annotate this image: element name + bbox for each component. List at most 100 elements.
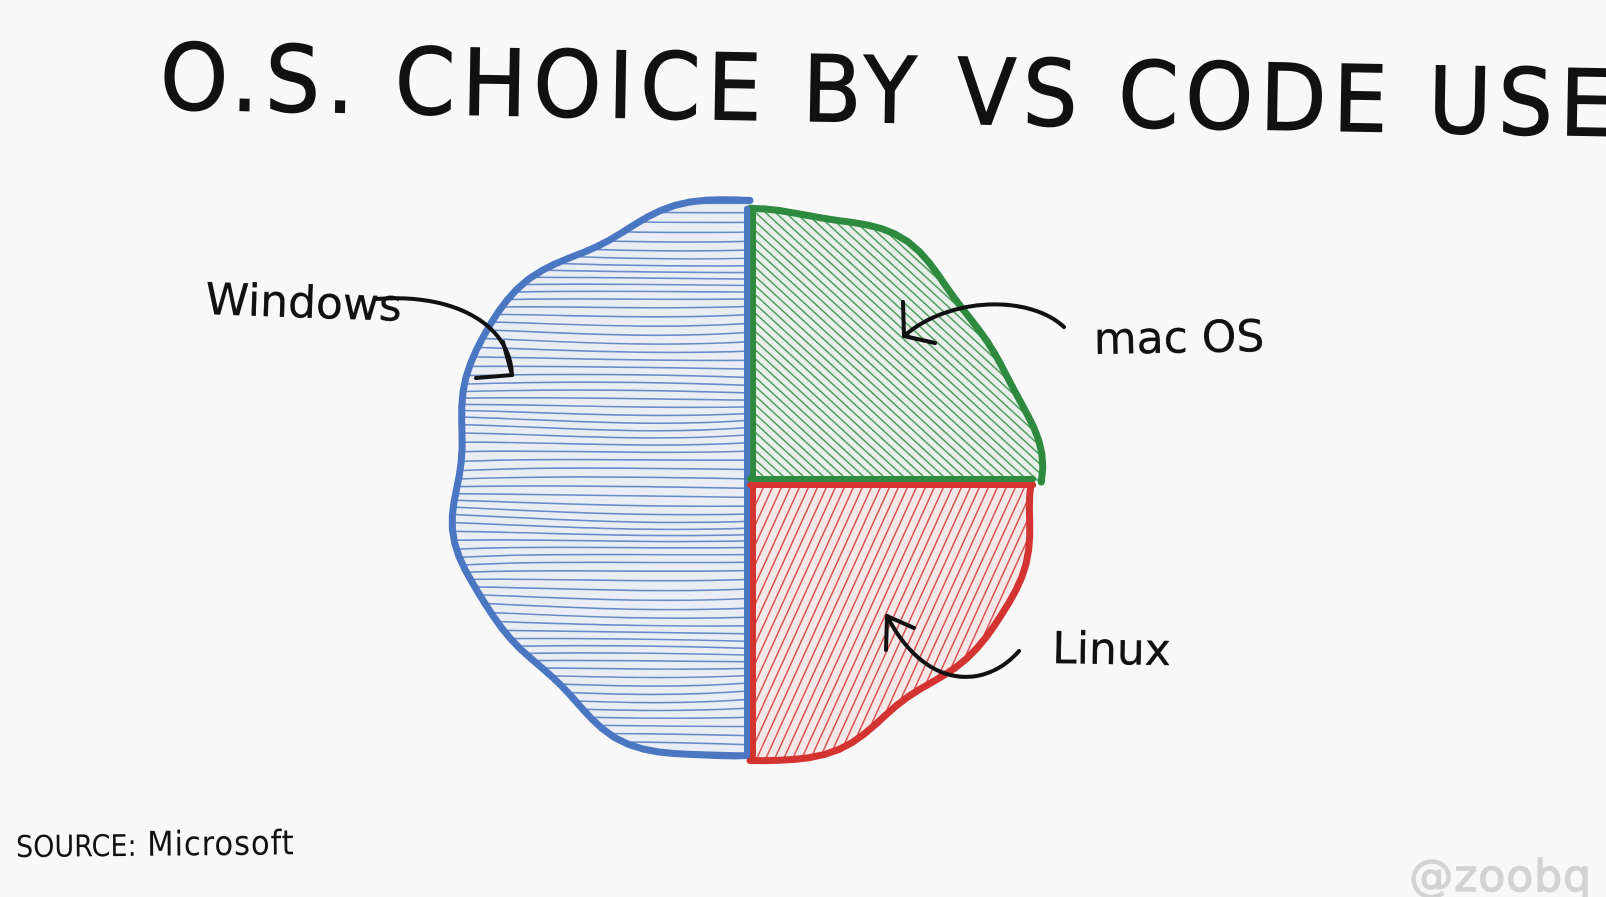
hatch-line-mac-os xyxy=(750,208,881,482)
hatch-line-mac-os xyxy=(750,208,1043,482)
hatch-line-linux xyxy=(836,482,993,761)
hatch-line-linux xyxy=(750,482,903,761)
hatch-line-windows xyxy=(452,320,750,327)
hatch-line-linux xyxy=(750,482,849,761)
hatch-line-windows xyxy=(452,313,750,318)
hatch-line-windows xyxy=(400,764,760,769)
hatch-line-windows xyxy=(452,546,750,554)
hatch-line-linux xyxy=(1107,440,1262,780)
hatch-line-windows xyxy=(452,381,750,387)
hatch-line-windows xyxy=(452,520,750,531)
hatch-line-windows xyxy=(452,409,750,417)
source-note: SOURCE: Microsoft xyxy=(16,823,295,866)
hatch-line-windows xyxy=(452,345,750,354)
hatch-line-mac-os xyxy=(750,208,871,482)
hatch-line-mac-os xyxy=(750,208,991,482)
hatch-line-windows xyxy=(452,283,750,291)
hatch-line-linux xyxy=(773,482,930,761)
hatch-line-windows xyxy=(452,607,750,619)
hatch-line-mac-os xyxy=(750,208,941,482)
hatch-line-windows xyxy=(452,569,750,578)
hatch-line-windows xyxy=(452,373,750,379)
hatch-line-linux xyxy=(1116,440,1271,780)
hatch-line-mac-os xyxy=(750,208,1041,482)
hatch-line-mac-os xyxy=(750,208,971,482)
hatch-line-windows xyxy=(452,617,750,627)
hatch-line-windows xyxy=(452,652,750,659)
hatch-line-windows xyxy=(452,450,750,456)
hatch-line-mac-os xyxy=(750,208,1043,482)
hatch-line-linux xyxy=(818,482,975,761)
hatch-line-mac-os xyxy=(750,208,961,482)
hatch-line-windows xyxy=(452,327,750,337)
source-prefix: SOURCE: xyxy=(15,828,137,865)
hatch-line-linux xyxy=(791,482,948,761)
arrow-mac-os xyxy=(902,302,1066,338)
hatch-line-linux xyxy=(750,482,822,761)
hatch-line-linux xyxy=(750,482,867,761)
hatch-line-windows xyxy=(452,397,750,401)
hatch-line-linux xyxy=(1089,440,1244,780)
hatch-line-mac-os xyxy=(750,208,981,482)
hatch-line-windows xyxy=(452,599,750,611)
hatch-line-mac-os xyxy=(750,208,1043,482)
hatch-line-linux xyxy=(1080,440,1235,780)
hatch-line-windows xyxy=(452,673,750,679)
hatch-line-linux xyxy=(764,482,921,761)
hatch-line-mac-os xyxy=(750,208,1021,482)
hatch-line-windows xyxy=(452,441,750,446)
hatch-line-windows xyxy=(452,659,750,666)
hatch-line-windows xyxy=(452,667,750,672)
arrow-head-linux xyxy=(884,614,916,652)
hatch-line-linux xyxy=(809,482,966,761)
slice-arc-linux xyxy=(746,478,1035,765)
hatch-line-mac-os xyxy=(750,208,951,482)
hatch-line-windows xyxy=(452,680,750,687)
hatch-line-linux xyxy=(750,482,858,761)
hatch-line-linux xyxy=(1134,440,1289,780)
hatch-line-windows xyxy=(452,492,750,499)
hatch-line-windows xyxy=(452,467,750,475)
hatch-line-linux xyxy=(750,482,840,761)
hatch-line-windows xyxy=(452,592,750,602)
hatch-line-windows xyxy=(452,389,750,395)
hatch-line-mac-os xyxy=(750,208,931,482)
hatch-line-mac-os xyxy=(759,208,1043,482)
hatch-line-linux xyxy=(800,482,957,761)
hatch-line-linux xyxy=(1098,440,1253,780)
hatch-line-linux xyxy=(750,482,894,761)
hatch-line-windows xyxy=(452,298,750,306)
hatch-line-linux xyxy=(750,482,786,761)
hatch-line-windows xyxy=(400,759,760,762)
arrow-linux xyxy=(885,614,1021,679)
hatch-line-windows xyxy=(452,305,750,312)
slice-arc-windows xyxy=(448,196,754,760)
hatch-line-mac-os xyxy=(750,208,1043,482)
hatch-line-mac-os xyxy=(769,208,1043,482)
hatch-line-windows xyxy=(452,561,750,571)
hatch-line-linux xyxy=(750,482,813,761)
hatch-line-linux xyxy=(1044,440,1199,780)
hatch-line-linux xyxy=(1053,440,1208,780)
hatch-line-mac-os xyxy=(750,208,861,482)
slice-fill-windows xyxy=(452,199,750,756)
hatch-line-mac-os xyxy=(750,208,821,482)
slice-label-windows: Windows xyxy=(205,274,403,332)
hatch-line-windows xyxy=(452,403,750,409)
hatch-line-linux xyxy=(1016,482,1032,761)
hatch-line-windows xyxy=(452,268,750,274)
hatch-line-windows xyxy=(452,423,750,432)
arrow-head-windows xyxy=(474,340,514,380)
slice-fill-mac-os xyxy=(750,208,1043,482)
hatch-line-mac-os xyxy=(750,208,841,482)
hatch-line-windows xyxy=(452,335,750,345)
hatch-line-mac-os xyxy=(750,208,901,482)
author-handle: @zoobq xyxy=(1409,850,1592,897)
hatch-line-windows xyxy=(452,530,750,537)
hatch-line-mac-os xyxy=(750,208,1043,482)
hatch-line-windows xyxy=(452,687,750,696)
hatch-line-windows xyxy=(452,503,750,516)
hatch-line-windows xyxy=(452,637,750,643)
